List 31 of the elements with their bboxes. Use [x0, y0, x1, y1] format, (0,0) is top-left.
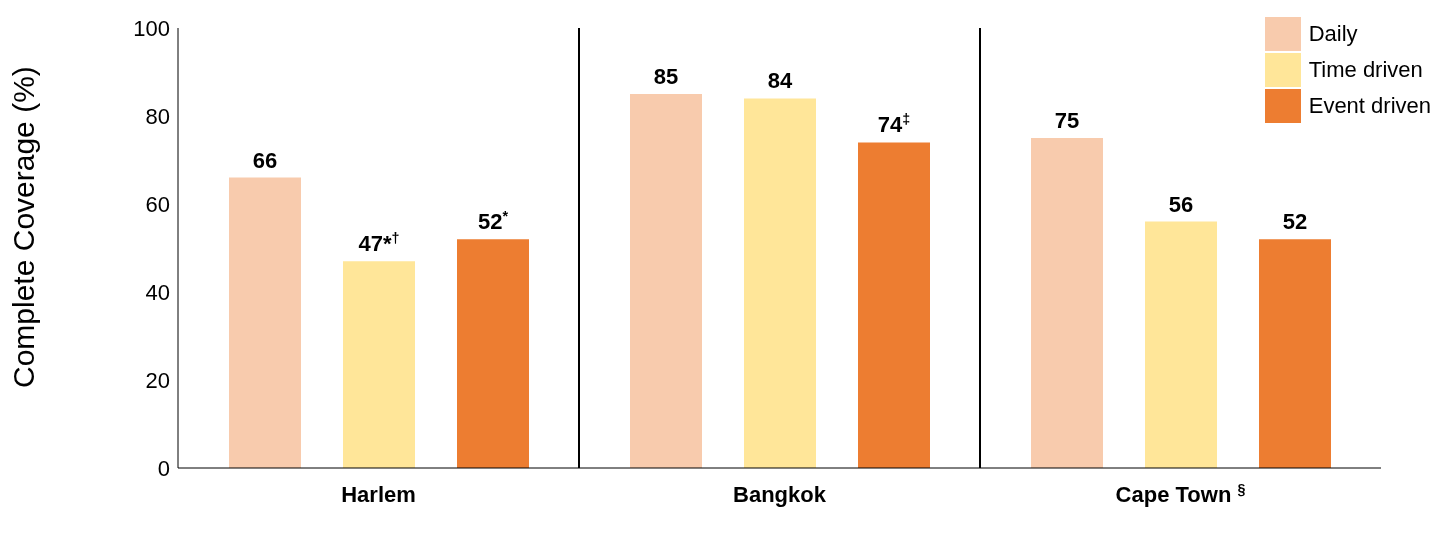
data-label: 52$^{*}$ [477, 208, 509, 235]
y-tick-label: 80 [145, 103, 170, 129]
y-tick-label: 60 [145, 191, 170, 217]
legend-label: Time driven [1308, 57, 1423, 83]
data-label: 85 [653, 64, 679, 89]
data-label: 84 [767, 68, 793, 94]
data-label: 66 [252, 147, 278, 173]
bar [630, 94, 702, 468]
bar [229, 177, 301, 468]
x-tick-label: Cape Town $^{§}$ [1115, 481, 1246, 507]
bar [858, 142, 930, 468]
x-tick-label: Harlem [341, 482, 416, 507]
y-tick-label: 20 [145, 367, 170, 393]
data-label: 52 [1282, 209, 1308, 235]
data-label: 74$^{‡}$ [877, 111, 911, 138]
bar [1259, 239, 1331, 468]
data-label: 47*$^{†}$ [358, 230, 400, 257]
bar [744, 98, 816, 468]
y-tick-label: 0 [157, 455, 170, 481]
y-axis-title: Complete Coverage (%) [6, 66, 40, 388]
bar [343, 261, 415, 468]
data-label: 75 [1054, 108, 1080, 133]
bar [457, 239, 529, 468]
data-label: 56 [1168, 191, 1194, 217]
x-tick-label: Bangkok [733, 482, 827, 507]
legend-label: Daily [1308, 21, 1358, 47]
y-tick-label: 40 [145, 279, 170, 305]
bar [1031, 138, 1103, 468]
y-tick-label: 100 [133, 15, 170, 41]
legend-label: Event driven [1308, 93, 1431, 119]
bar [1145, 221, 1217, 468]
